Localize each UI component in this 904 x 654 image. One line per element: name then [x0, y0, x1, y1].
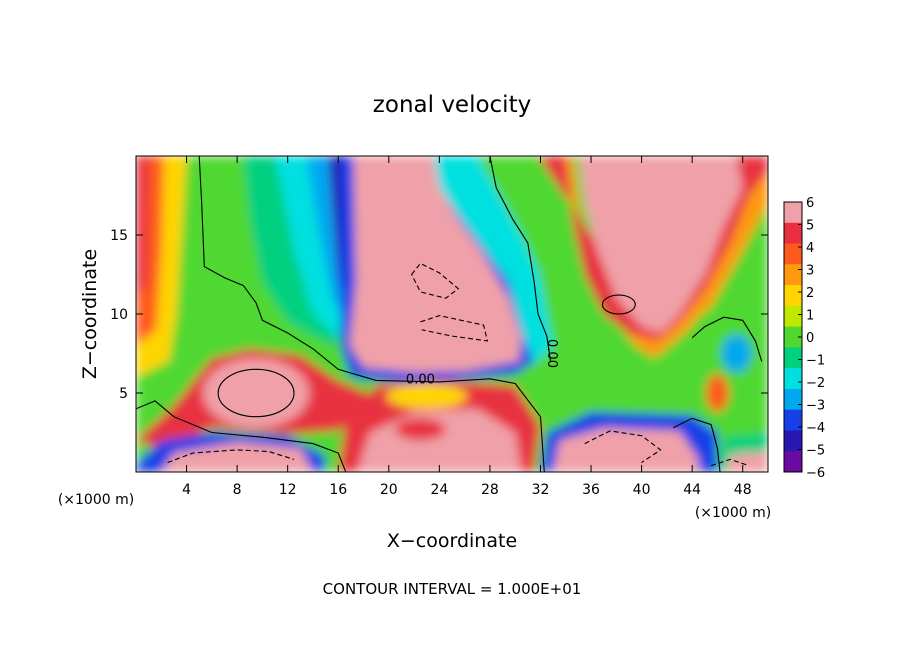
contour-negative — [710, 458, 750, 467]
field-region — [161, 442, 313, 472]
x-tick-label: 36 — [582, 482, 600, 498]
x-unit-left: (×1000 m) — [58, 492, 134, 508]
chart-title: zonal velocity — [373, 92, 531, 118]
colorbar: 6 5 4 3 2 1 0 −1 −2 −3 −4 −5 −6 — [783, 196, 825, 481]
contour-zero — [136, 400, 347, 472]
colorbar-tick-label: −5 — [806, 444, 825, 459]
x-unit-right: (×1000 m) — [695, 505, 771, 521]
colorbar-tick-label: −3 — [806, 399, 825, 414]
colorbar-tick-label: 5 — [806, 219, 814, 234]
y-tick-label: 5 — [119, 386, 128, 402]
colorbar-swatch — [784, 222, 802, 245]
colorbar-tick-label: 0 — [806, 331, 814, 346]
contour-closed — [601, 294, 636, 315]
y-tick-label: 10 — [110, 307, 128, 323]
contour-zero — [198, 156, 545, 472]
contour-closed — [217, 368, 295, 418]
x-tick-label: 40 — [633, 482, 651, 498]
contour-negative — [420, 315, 489, 342]
contour-label: 0.00 — [406, 373, 435, 388]
x-tick-label: 12 — [279, 482, 297, 498]
field-region — [477, 156, 566, 322]
field-region — [395, 418, 446, 441]
contour-zero — [691, 316, 763, 362]
contour-label: 0.00 — [544, 339, 559, 368]
colorbar-swatch — [784, 305, 802, 328]
colorbar-swatch — [784, 347, 802, 369]
field-region — [538, 156, 768, 341]
field-region — [578, 156, 743, 333]
x-tick-label: 32 — [532, 482, 550, 498]
field-region — [706, 374, 729, 412]
colorbar-tick-label: −6 — [806, 466, 825, 481]
plot-area: 0.00 0.00 — [135, 155, 769, 473]
contour-negative — [411, 262, 460, 299]
x-tick-label: 28 — [481, 482, 499, 498]
x-tick-label: 48 — [734, 482, 752, 498]
contour-zero — [489, 156, 552, 362]
field-region — [414, 156, 554, 365]
colorbar-swatch — [784, 388, 802, 411]
field-region — [553, 427, 699, 472]
colorbar-tick-label: 3 — [806, 264, 814, 279]
x-tick-label: 16 — [329, 482, 347, 498]
colorbar-swatch — [784, 285, 802, 307]
y-axis-label: Z−coordinate — [79, 249, 101, 379]
colorbar-tick-label: 1 — [806, 309, 814, 324]
x-tick-label: 4 — [182, 482, 191, 498]
colorbar-tick-label: −1 — [806, 354, 825, 369]
field-region — [721, 334, 752, 373]
colorbar-tick-label: 2 — [806, 286, 814, 301]
contour-negative — [167, 449, 295, 464]
x-tick-label: 24 — [430, 482, 448, 498]
colorbar-swatch — [784, 264, 802, 286]
x-tick-label: 20 — [380, 482, 398, 498]
contour-interval-footer: CONTOUR INTERVAL = 1.000E+01 — [323, 580, 582, 598]
colorbar-swatch — [784, 243, 802, 265]
y-tick-label: 15 — [110, 228, 128, 244]
x-tick-label: 8 — [233, 482, 242, 498]
y-axis: 5 10 15 — [110, 228, 768, 402]
colorbar-swatch — [784, 430, 802, 452]
field-region — [136, 156, 149, 299]
colorbar-tick-label: 6 — [806, 196, 814, 211]
x-tick-label: 44 — [683, 482, 701, 498]
colorbar-swatch — [784, 451, 802, 473]
field-region — [202, 358, 310, 428]
colorbar-swatch — [784, 368, 802, 390]
colorbar-swatch — [784, 326, 802, 348]
colorbar-swatch — [784, 202, 802, 224]
contour-zero — [672, 417, 721, 472]
field-region — [725, 451, 768, 472]
contour-negative — [584, 430, 662, 463]
field-region — [349, 156, 522, 373]
x-axis: 4 8 12 16 20 24 28 32 36 40 44 48 — [182, 156, 752, 498]
field-region — [386, 383, 468, 409]
colorbar-tick-label: −4 — [806, 421, 825, 436]
colorbar-tick-label: −2 — [806, 376, 825, 391]
x-axis-label: X−coordinate — [387, 530, 517, 552]
colorbar-tick-label: 4 — [806, 241, 814, 256]
colorbar-swatch — [784, 409, 802, 431]
